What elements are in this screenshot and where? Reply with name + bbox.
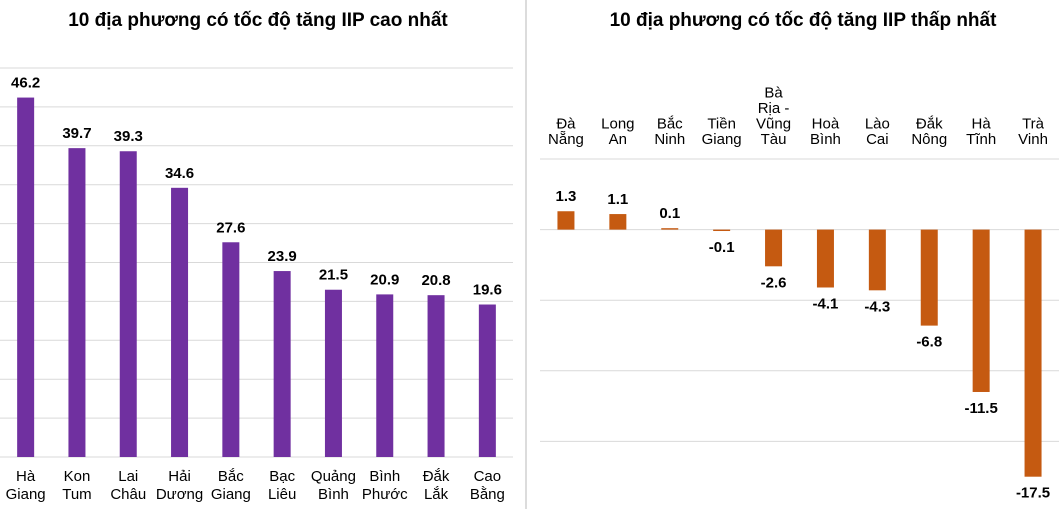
bar [920, 229, 938, 326]
category-label: Long An [601, 116, 634, 149]
category-label: Hà Giang [6, 468, 46, 503]
category-label: Cao Bằng [470, 468, 505, 503]
bar [222, 242, 240, 457]
category-label: Bắc Giang [211, 468, 251, 503]
chart-highest-growth: 10 địa phương có tốc độ tăng IIP cao nhấ… [0, 10, 513, 503]
bar [972, 229, 990, 392]
data-label: 27.6 [216, 219, 245, 236]
category-label: Đắk Nông [911, 116, 947, 149]
data-label: 20.9 [370, 271, 399, 288]
data-label: -17.5 [1016, 485, 1050, 502]
data-label: 39.7 [62, 125, 91, 142]
category-label: Bạc Liêu [268, 468, 296, 503]
data-label: 1.1 [607, 191, 628, 208]
category-label: Tiền Giang [702, 116, 742, 149]
data-label: -6.8 [916, 334, 942, 351]
bar [17, 97, 35, 458]
data-label: 21.5 [319, 267, 348, 284]
bar [609, 214, 627, 230]
data-label: 39.3 [114, 128, 143, 145]
bar [171, 187, 189, 457]
chart-title: 10 địa phương có tốc độ tăng IIP thấp nh… [610, 10, 998, 31]
category-label: Kon Tum [62, 468, 91, 503]
bar [119, 151, 137, 457]
category-label: Lai Châu [110, 468, 146, 503]
bar [661, 228, 679, 230]
data-label: -0.1 [709, 239, 735, 256]
category-label: Bình Phước [362, 468, 408, 503]
bar [1024, 229, 1042, 477]
bar [427, 295, 445, 457]
data-label: -11.5 [964, 400, 997, 417]
data-label: 20.8 [421, 272, 450, 289]
data-label: -2.6 [761, 274, 787, 291]
data-label: -4.1 [813, 295, 839, 312]
bar [324, 289, 342, 457]
bar [713, 229, 731, 232]
bar [557, 211, 575, 230]
bar [273, 271, 291, 457]
category-label: Đà Nẵng [548, 116, 584, 149]
bar [68, 148, 86, 457]
category-label: Lào Cai [865, 116, 890, 149]
category-label: Hà Tĩnh [966, 116, 996, 149]
data-label: 46.2 [11, 75, 40, 92]
category-label: Bắc Ninh [654, 116, 685, 149]
category-label: Đắk Lắk [423, 468, 450, 503]
category-label: Trà Vinh [1018, 116, 1048, 149]
category-label: Hải Dương [156, 468, 203, 503]
category-label: Hoà Bình [810, 116, 841, 149]
category-label: Bà Rịa -Vũng Tàu [756, 85, 791, 149]
data-label: -4.3 [864, 298, 890, 315]
data-label: 19.6 [473, 282, 502, 299]
bar [868, 229, 886, 291]
bar [478, 304, 496, 457]
data-label: 1.3 [556, 188, 577, 205]
bar [765, 229, 783, 267]
data-label: 0.1 [659, 205, 680, 222]
data-label: 23.9 [268, 248, 297, 265]
category-label: Quảng Bình [311, 468, 356, 503]
bar [376, 294, 394, 457]
chart-lowest-growth: 10 địa phương có tốc độ tăng IIP thấp nh… [540, 10, 1059, 502]
chart-title: 10 địa phương có tốc độ tăng IIP cao nhấ… [68, 10, 448, 31]
bar [816, 229, 834, 288]
data-label: 34.6 [165, 165, 194, 182]
